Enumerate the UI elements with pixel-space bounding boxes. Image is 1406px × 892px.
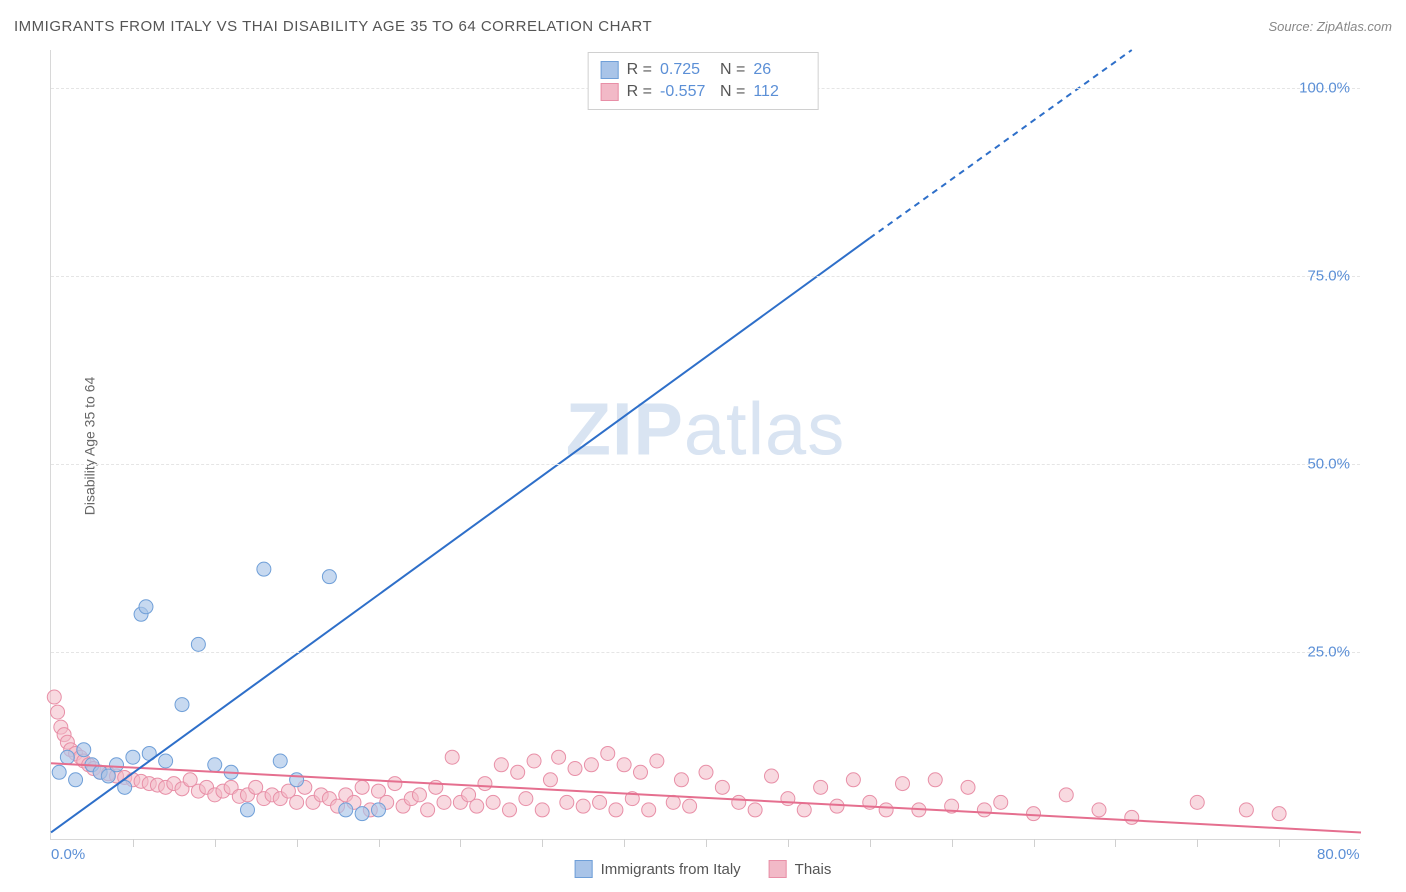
legend-item: Thais [769, 860, 832, 878]
plot-area: ZIPatlas 25.0%50.0%75.0%100.0%0.0%80.0% [50, 50, 1360, 840]
x-tick [297, 839, 298, 847]
x-tick [133, 839, 134, 847]
x-tick-label: 80.0% [1317, 846, 1360, 863]
y-tick-label: 100.0% [1299, 79, 1350, 96]
x-tick [1034, 839, 1035, 847]
legend-row: R = 0.725 N = 26 [601, 59, 806, 81]
chart-title: IMMIGRANTS FROM ITALY VS THAI DISABILITY… [14, 18, 652, 35]
y-tick-label: 50.0% [1307, 455, 1350, 472]
x-tick [1279, 839, 1280, 847]
x-tick [1197, 839, 1198, 847]
y-tick-label: 75.0% [1307, 267, 1350, 284]
gridline [51, 276, 1360, 277]
x-tick [215, 839, 216, 847]
legend-series: Immigrants from Italy Thais [575, 860, 832, 878]
gridline [51, 464, 1360, 465]
source-label: Source: ZipAtlas.com [1268, 19, 1392, 34]
legend-item: Immigrants from Italy [575, 860, 741, 878]
legend-swatch [575, 860, 593, 878]
x-tick [952, 839, 953, 847]
x-tick [460, 839, 461, 847]
legend-swatch [769, 860, 787, 878]
x-tick [788, 839, 789, 847]
legend-swatch [601, 61, 619, 79]
x-tick [870, 839, 871, 847]
header: IMMIGRANTS FROM ITALY VS THAI DISABILITY… [14, 18, 1392, 35]
x-tick [1115, 839, 1116, 847]
x-tick-label: 0.0% [51, 846, 85, 863]
legend-row: R = -0.557 N = 112 [601, 81, 806, 103]
x-tick [624, 839, 625, 847]
y-tick-label: 25.0% [1307, 643, 1350, 660]
x-tick [542, 839, 543, 847]
legend-correlation: R = 0.725 N = 26 R = -0.557 N = 112 [588, 52, 819, 110]
chart-svg [51, 50, 1360, 839]
x-tick [379, 839, 380, 847]
gridline [51, 652, 1360, 653]
x-tick [706, 839, 707, 847]
legend-swatch [601, 83, 619, 101]
